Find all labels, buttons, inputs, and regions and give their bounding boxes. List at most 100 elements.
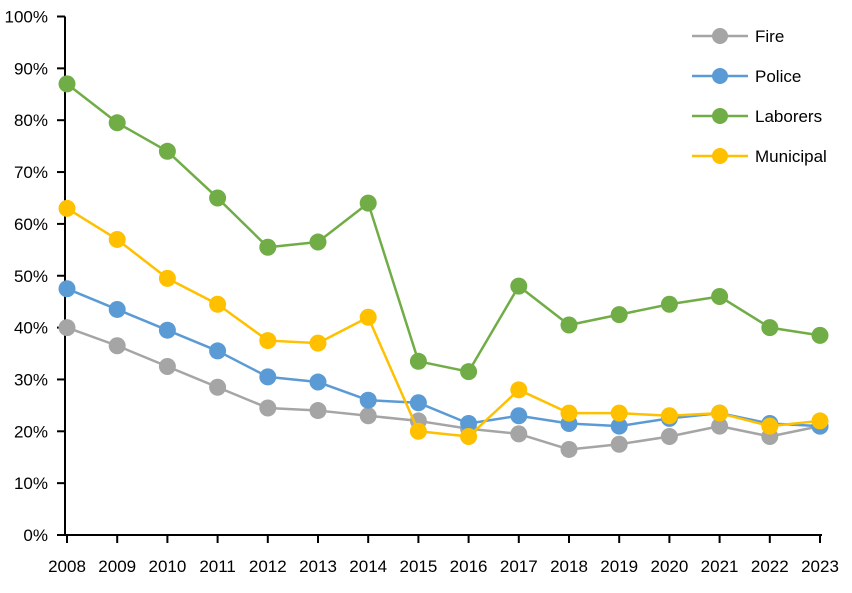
series-police-line xyxy=(65,287,822,428)
legend-marker-icon xyxy=(712,68,728,84)
legend-marker-icon xyxy=(712,108,728,124)
legend-item-municipal: Municipal xyxy=(692,147,827,166)
series-municipal-marker xyxy=(209,295,227,313)
series-fire-marker xyxy=(560,440,578,458)
series-police-marker xyxy=(460,415,478,433)
x-tick-label: 2023 xyxy=(801,557,839,576)
series-laborers-marker xyxy=(108,114,126,132)
legend-item-fire: Fire xyxy=(692,27,784,46)
series-municipal-marker xyxy=(761,417,779,435)
y-tick-label: 40% xyxy=(14,319,48,338)
y-tick-label: 20% xyxy=(14,422,48,441)
x-tick-label: 2021 xyxy=(701,557,739,576)
series-police-marker xyxy=(209,342,227,360)
series-fire-line xyxy=(65,326,822,451)
series-municipal-marker xyxy=(58,199,76,217)
series-fire-marker xyxy=(510,425,528,443)
series-fire xyxy=(58,319,829,458)
series-municipal-marker xyxy=(460,427,478,445)
x-tick-label: 2012 xyxy=(249,557,287,576)
series-municipal-line xyxy=(65,207,822,438)
y-tick-label: 30% xyxy=(14,370,48,389)
x-tick-label: 2013 xyxy=(299,557,337,576)
series-laborers-marker xyxy=(560,316,578,334)
y-tick-label: 80% xyxy=(14,111,48,130)
series-municipal-marker xyxy=(711,404,729,422)
series-police-marker xyxy=(259,368,277,386)
series-police-marker xyxy=(309,373,327,391)
series-fire-marker xyxy=(158,357,176,375)
series-municipal-marker xyxy=(409,422,427,440)
series-laborers-marker xyxy=(158,142,176,160)
series-police-marker xyxy=(610,417,628,435)
series-laborers-marker xyxy=(309,233,327,251)
series-laborers-marker xyxy=(209,189,227,207)
x-tick-label: 2020 xyxy=(650,557,688,576)
x-tick-label: 2014 xyxy=(349,557,387,576)
legend-item-police: Police xyxy=(692,67,801,86)
series-fire-marker xyxy=(108,337,126,355)
series-fire-marker xyxy=(359,407,377,425)
y-tick-label: 60% xyxy=(14,215,48,234)
series-fire-marker xyxy=(711,417,729,435)
series-municipal-marker xyxy=(510,381,528,399)
y-tick-label: 90% xyxy=(14,59,48,78)
series-municipal-marker xyxy=(610,404,628,422)
series-laborers-marker xyxy=(660,295,678,313)
x-tick-label: 2019 xyxy=(600,557,638,576)
legend-label: Police xyxy=(755,67,801,86)
series-police-marker xyxy=(158,321,176,339)
x-tick-label: 2017 xyxy=(500,557,538,576)
series-municipal-marker xyxy=(660,407,678,425)
series-municipal-marker xyxy=(259,332,277,350)
x-tick-label: 2010 xyxy=(148,557,186,576)
series-laborers-marker xyxy=(409,352,427,370)
y-tick-label: 0% xyxy=(23,526,48,545)
legend-marker-icon xyxy=(712,28,728,44)
series-fire-marker xyxy=(309,402,327,420)
legend-marker-icon xyxy=(712,148,728,164)
legend-label: Laborers xyxy=(755,107,822,126)
series-municipal-marker xyxy=(108,230,126,248)
y-tick-label: 70% xyxy=(14,163,48,182)
series-municipal-marker xyxy=(560,404,578,422)
y-tick-label: 100% xyxy=(5,8,48,27)
series-laborers-marker xyxy=(510,277,528,295)
series-laborers-marker xyxy=(761,319,779,337)
x-tick-label: 2011 xyxy=(199,557,236,576)
series-fire-marker xyxy=(58,319,76,337)
legend-item-laborers: Laborers xyxy=(692,107,822,126)
x-tick-label: 2022 xyxy=(751,557,789,576)
series-laborers-marker xyxy=(259,238,277,256)
series-fire-marker xyxy=(209,378,227,396)
y-tick-label: 10% xyxy=(14,474,48,493)
x-tick-label: 2008 xyxy=(48,557,86,576)
series-municipal xyxy=(58,199,829,445)
series-laborers-marker xyxy=(711,287,729,305)
series-laborers-marker xyxy=(58,75,76,93)
legend-label: Fire xyxy=(755,27,784,46)
series-laborers-marker xyxy=(811,326,829,344)
series-municipal-marker xyxy=(811,412,829,430)
series-municipal-marker xyxy=(309,334,327,352)
series-laborers-line xyxy=(65,82,822,373)
series-fire-marker xyxy=(660,427,678,445)
series-laborers-marker xyxy=(359,194,377,212)
series-police-marker xyxy=(359,391,377,409)
series-police-marker xyxy=(108,300,126,318)
series-fire-marker xyxy=(259,399,277,417)
legend-label: Municipal xyxy=(755,147,827,166)
x-tick-label: 2016 xyxy=(450,557,488,576)
y-tick-label: 50% xyxy=(14,267,48,286)
x-tick-label: 2018 xyxy=(550,557,588,576)
series-laborers-marker xyxy=(460,363,478,381)
legend: Fire Police Laborers Municipal xyxy=(692,27,827,166)
series-municipal-marker xyxy=(158,269,176,287)
series-police-marker xyxy=(58,280,76,298)
series-police-marker xyxy=(409,394,427,412)
series-laborers-marker xyxy=(610,306,628,324)
series-fire-marker xyxy=(610,435,628,453)
series-police-marker xyxy=(510,407,528,425)
